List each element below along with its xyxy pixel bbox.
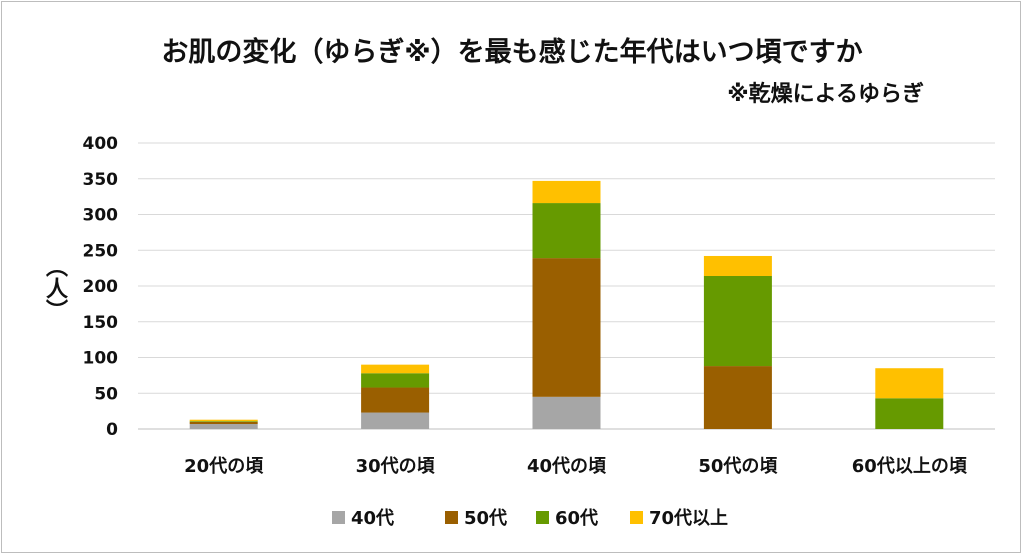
y-tick-label: 350 [83, 170, 119, 190]
chart-subtitle: ※乾燥によるゆらぎ [727, 82, 924, 107]
legend-swatch [536, 511, 549, 524]
y-tick-labels: 0 50 100 150 200 250 300 350 400 [83, 134, 119, 440]
y-tick-label: 150 [83, 313, 119, 333]
bars [189, 180, 944, 429]
bar-segment [532, 203, 601, 259]
x-tick-label: 40代の頃 [527, 456, 607, 477]
bar-segment [189, 419, 258, 422]
bar-segment [532, 396, 601, 429]
legend-swatch [332, 511, 345, 524]
x-tick-label: 60代以上の頃 [852, 456, 968, 477]
y-tick-label: 100 [83, 349, 119, 369]
bar-segment [703, 366, 772, 429]
y-tick-label: 300 [83, 206, 119, 226]
legend-swatch [445, 511, 458, 524]
legend-label: 40代 [351, 508, 394, 529]
legend-swatch [630, 511, 643, 524]
y-tick-label: 250 [83, 241, 119, 261]
y-tick-label: 50 [94, 384, 118, 404]
legend-label: 70代以上 [649, 508, 728, 529]
legend-label: 50代 [464, 508, 507, 529]
bar-segment [875, 368, 944, 399]
y-tick-label: 400 [83, 134, 119, 154]
bar-segment [703, 255, 772, 276]
x-tick-label: 20代の頃 [184, 456, 264, 477]
legend: 40代 50代 60代 70代以上 [332, 508, 728, 529]
bar-segment [361, 373, 430, 388]
bar-segment [361, 364, 430, 374]
chart-title: お肌の変化（ゆらぎ※）を最も感じた年代はいつ頃ですか [161, 37, 863, 68]
bar-segment [189, 423, 258, 429]
legend-label: 60代 [555, 508, 598, 529]
y-tick-label: 200 [83, 277, 119, 297]
x-tick-label: 50代の頃 [698, 456, 778, 477]
x-tick-label: 30代の頃 [356, 456, 436, 477]
bar-segment [189, 421, 258, 424]
bar-segment [361, 412, 430, 429]
bar-segment [189, 421, 258, 422]
x-tick-labels: 20代の頃 30代の頃 40代の頃 50代の頃 60代以上の頃 [184, 456, 968, 477]
y-axis-label: （人） [42, 255, 67, 321]
bar-segment [532, 180, 601, 204]
bar-segment [361, 387, 430, 413]
bar-segment [532, 258, 601, 397]
bar-segment [703, 275, 772, 367]
bar-segment [875, 398, 944, 429]
y-tick-label: 0 [106, 420, 118, 440]
